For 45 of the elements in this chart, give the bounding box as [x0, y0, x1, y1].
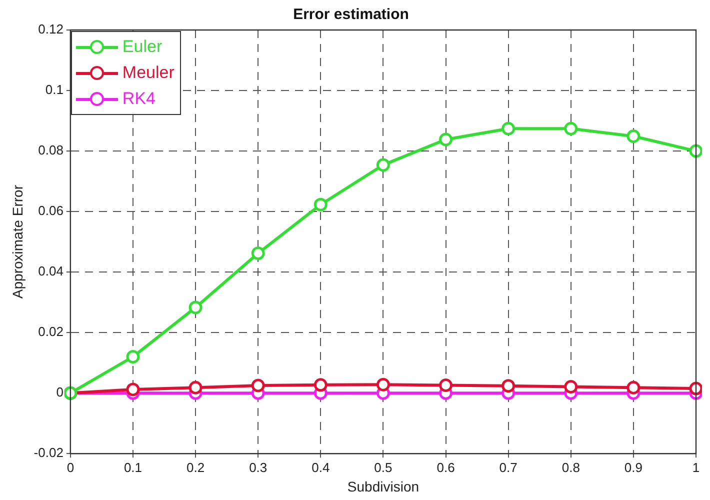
x-tick-label: 0.4	[312, 460, 330, 475]
point	[689, 144, 702, 158]
x-tick-label: 0.8	[562, 460, 580, 475]
point	[188, 300, 202, 314]
x-tick-label: 0.9	[624, 460, 642, 475]
x-tick-label: 0.1	[124, 460, 142, 475]
point	[502, 122, 516, 136]
point	[376, 158, 390, 172]
x-tick-label: 0.2	[186, 460, 205, 475]
point	[439, 378, 453, 392]
y-axis-title: Approximate Error	[9, 184, 26, 299]
y-tick-label: 0.04	[38, 264, 64, 279]
y-tick-label: 0	[56, 384, 64, 400]
x-tick-label: 0.5	[374, 460, 392, 475]
point	[439, 132, 453, 146]
chart-title: Error estimation	[293, 6, 409, 24]
y-tick-label: 0.1	[45, 82, 64, 98]
y-tick-label: 0.08	[38, 142, 64, 158]
point	[314, 198, 328, 212]
y-tick-label: 0.06	[38, 203, 64, 218]
point	[564, 122, 578, 136]
point	[251, 378, 265, 392]
point	[376, 378, 390, 392]
x-tick-label: 1	[692, 460, 700, 475]
y-tick-label: 0.12	[38, 22, 64, 37]
point	[689, 382, 702, 396]
point	[626, 129, 640, 143]
x-tick-label: 0.7	[499, 460, 518, 475]
y-tick-label: -0.02	[34, 445, 64, 460]
point	[564, 380, 578, 394]
x-tick-label: 0.3	[249, 460, 268, 475]
legend-label: Meuler	[122, 63, 174, 83]
x-tick-label: 0	[66, 460, 74, 475]
point	[126, 382, 140, 396]
legend-label: RK4	[122, 89, 156, 109]
legend-label: Euler	[122, 37, 162, 57]
y-tick-label: 0.02	[38, 324, 64, 340]
x-axis-title: Subdivision	[347, 478, 420, 494]
point	[126, 350, 140, 364]
point	[314, 378, 328, 392]
point	[626, 380, 640, 394]
point	[502, 379, 516, 393]
point	[251, 246, 265, 260]
x-tick-label: 0.6	[436, 460, 455, 475]
point	[188, 380, 202, 394]
